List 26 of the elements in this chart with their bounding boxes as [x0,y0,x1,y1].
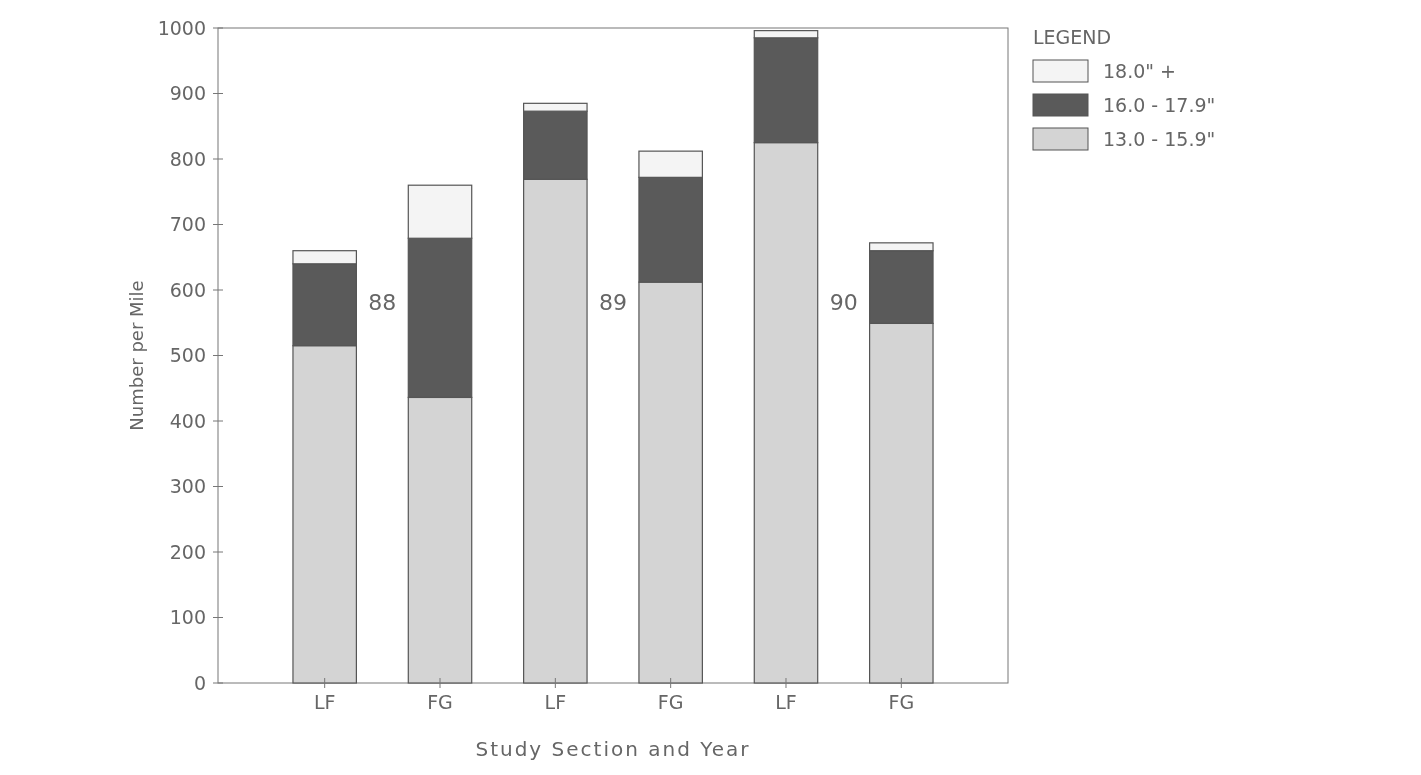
y-tick-label: 500 [169,344,206,367]
legend-label: 16.0 - 17.9" [1103,93,1216,116]
y-tick-label: 0 [193,671,206,694]
legend-label: 18.0" + [1103,59,1177,82]
x-tick-label: LF [313,691,336,713]
y-tick-label: 200 [169,540,206,563]
y-tick-label: 100 [169,606,206,629]
y-axis-title: Number per Mile [126,280,147,431]
y-tick-label: 900 [169,82,206,105]
x-tick-label: FG [657,691,684,713]
annotation: 89 [599,289,627,315]
legend-title: LEGEND [1033,26,1112,48]
y-tick-label: 600 [169,278,206,301]
x-axis-title: Study Section and Year [475,737,751,761]
y-tick-label: 400 [169,409,206,432]
y-tick-label: 300 [169,475,206,498]
y-tick-label: 1000 [157,16,206,39]
legend-label: 13.0 - 15.9" [1103,127,1216,150]
x-tick-label: FG [888,691,915,713]
annotation: 88 [368,289,397,315]
x-tick-label: LF [775,691,797,713]
x-tick-label: LF [544,691,567,713]
x-tick-label: FG [427,691,453,713]
y-tick-label: 800 [169,147,206,170]
y-tick-label: 700 [169,213,206,236]
annotation: 90 [829,289,858,315]
